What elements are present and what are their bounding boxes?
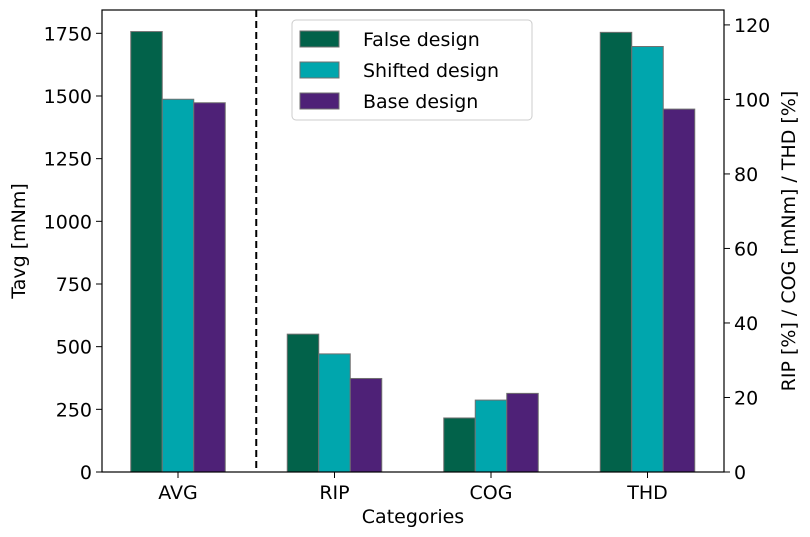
bar-cog-base-design: [506, 392, 539, 473]
legend-label: Base design: [363, 91, 478, 113]
legend-swatch: [299, 92, 340, 110]
bar-avg-shifted-design: [161, 98, 195, 473]
right-tick-label: 20: [734, 387, 758, 409]
legend-box: [291, 19, 533, 121]
legend-swatch: [299, 61, 340, 79]
right-axis: 0 20 40 60 80 100 120: [724, 15, 770, 484]
x-axis: AVG RIP COG THD: [158, 472, 668, 504]
right-axis-title: RIP [%] / COG [mNm] / THD [%]: [778, 91, 800, 392]
legend: False design Shifted design Base design: [291, 19, 533, 121]
left-axis: 0 250 500 750 1000 1250 1500 1750: [44, 23, 102, 484]
x-tick-label: THD: [626, 482, 668, 504]
left-tick-label: 1250: [44, 149, 92, 171]
right-tick-label: 0: [734, 462, 746, 484]
legend-swatch: [299, 30, 340, 48]
bar-avg-false-design: [130, 31, 163, 473]
legend-label: Shifted design: [363, 60, 499, 82]
bar-cog-false-design: [443, 417, 476, 473]
right-tick-label: 80: [734, 164, 758, 186]
bar-rip-shifted-design: [318, 353, 351, 473]
x-axis-title: Categories: [362, 506, 464, 528]
legend-label: False design: [363, 29, 480, 51]
left-tick-label: 500: [56, 337, 92, 359]
bar-rip-base-design: [349, 377, 383, 473]
left-tick-label: 1750: [44, 23, 92, 45]
x-tick-label: COG: [470, 482, 513, 504]
bar-thd-false-design: [599, 31, 633, 473]
left-tick-label: 1500: [44, 86, 92, 108]
left-axis-title: Tavg [mNm]: [8, 183, 30, 300]
right-tick-label: 40: [734, 313, 758, 335]
right-tick-label: 120: [734, 15, 770, 37]
bar-avg-base-design: [193, 102, 226, 473]
bar-rip-false-design: [286, 333, 320, 473]
plot-frame: [101, 9, 725, 473]
bar-thd-base-design: [662, 108, 696, 473]
left-tick-label: 250: [56, 399, 92, 421]
left-tick-label: 0: [80, 462, 92, 484]
x-tick-label: RIP: [319, 482, 349, 504]
left-tick-label: 1000: [44, 211, 92, 233]
right-tick-label: 100: [734, 89, 770, 111]
left-tick-label: 750: [56, 274, 92, 296]
bar-cog-shifted-design: [474, 399, 508, 473]
bar-thd-shifted-design: [631, 46, 664, 473]
right-tick-label: 60: [734, 238, 758, 260]
x-tick-label: AVG: [158, 482, 198, 504]
bars-layer: [130, 31, 696, 473]
